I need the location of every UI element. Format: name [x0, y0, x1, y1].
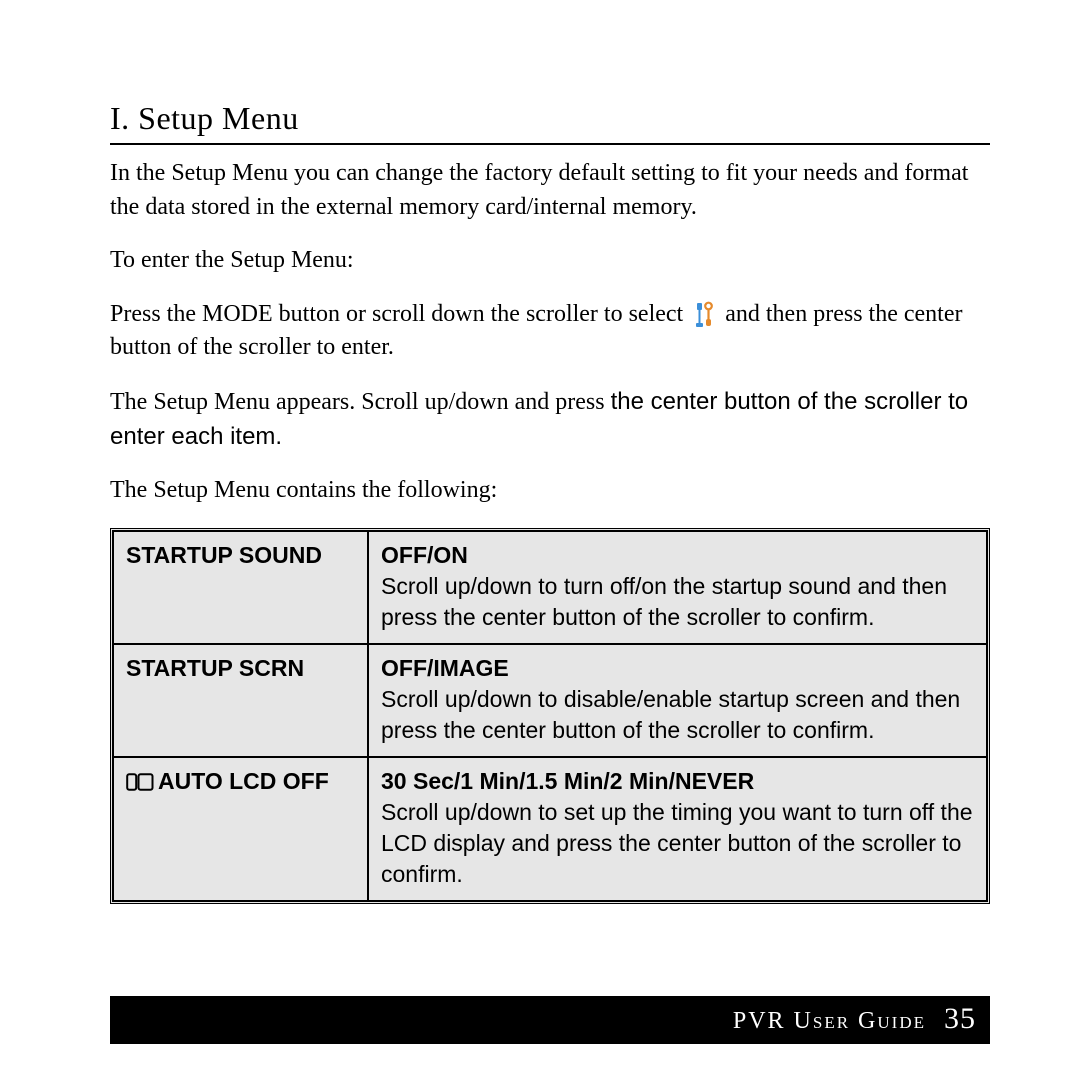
table-row: STARTUP SOUND OFF/ON Scroll up/down to t… — [113, 531, 987, 644]
menu-appears-paragraph: The Setup Menu appears. Scroll up/down a… — [110, 385, 990, 454]
menu-appears-serif: The Setup Menu appears. Scroll up/down a… — [110, 389, 611, 415]
row-desc-startup-scrn: OFF/IMAGE Scroll up/down to disable/enab… — [368, 644, 987, 757]
row-desc-auto-lcd-off: 30 Sec/1 Min/1.5 Min/2 Min/NEVER Scroll … — [368, 757, 987, 901]
enter-menu-steps: Press the MODE button or scroll down the… — [110, 298, 990, 365]
table-row: AUTO LCD OFF 30 Sec/1 Min/1.5 Min/2 Min/… — [113, 757, 987, 901]
table-intro: The Setup Menu contains the following: — [110, 474, 990, 508]
row-label-startup-sound: STARTUP SOUND — [113, 531, 368, 644]
enter-menu-intro: To enter the Setup Menu: — [110, 244, 990, 278]
footer-page-number: 35 — [944, 1002, 976, 1035]
intro-paragraph: In the Setup Menu you can change the fac… — [110, 157, 990, 224]
row-label-auto-lcd-off: AUTO LCD OFF — [113, 757, 368, 901]
settings-table: STARTUP SOUND OFF/ON Scroll up/down to t… — [110, 528, 990, 904]
footer-title: PVR User Guide — [733, 1008, 926, 1034]
tools-icon — [693, 301, 715, 329]
row-title: 30 Sec/1 Min/1.5 Min/2 Min/NEVER — [381, 766, 974, 797]
row-title: OFF/IMAGE — [381, 653, 974, 684]
enter-menu-text-before: Press the MODE button or scroll down the… — [110, 301, 689, 327]
row-label-text: AUTO LCD OFF — [158, 768, 329, 794]
row-body: Scroll up/down to turn off/on the startu… — [381, 573, 947, 630]
table-row: STARTUP SCRN OFF/IMAGE Scroll up/down to… — [113, 644, 987, 757]
row-title: OFF/ON — [381, 540, 974, 571]
row-label-startup-scrn: STARTUP SCRN — [113, 644, 368, 757]
row-body: Scroll up/down to disable/enable startup… — [381, 686, 960, 743]
page-footer: PVR User Guide 35 — [110, 996, 990, 1044]
section-heading: I. Setup Menu — [110, 100, 990, 145]
row-body: Scroll up/down to set up the timing you … — [381, 799, 973, 887]
lcd-icon — [126, 768, 154, 799]
row-desc-startup-sound: OFF/ON Scroll up/down to turn off/on the… — [368, 531, 987, 644]
